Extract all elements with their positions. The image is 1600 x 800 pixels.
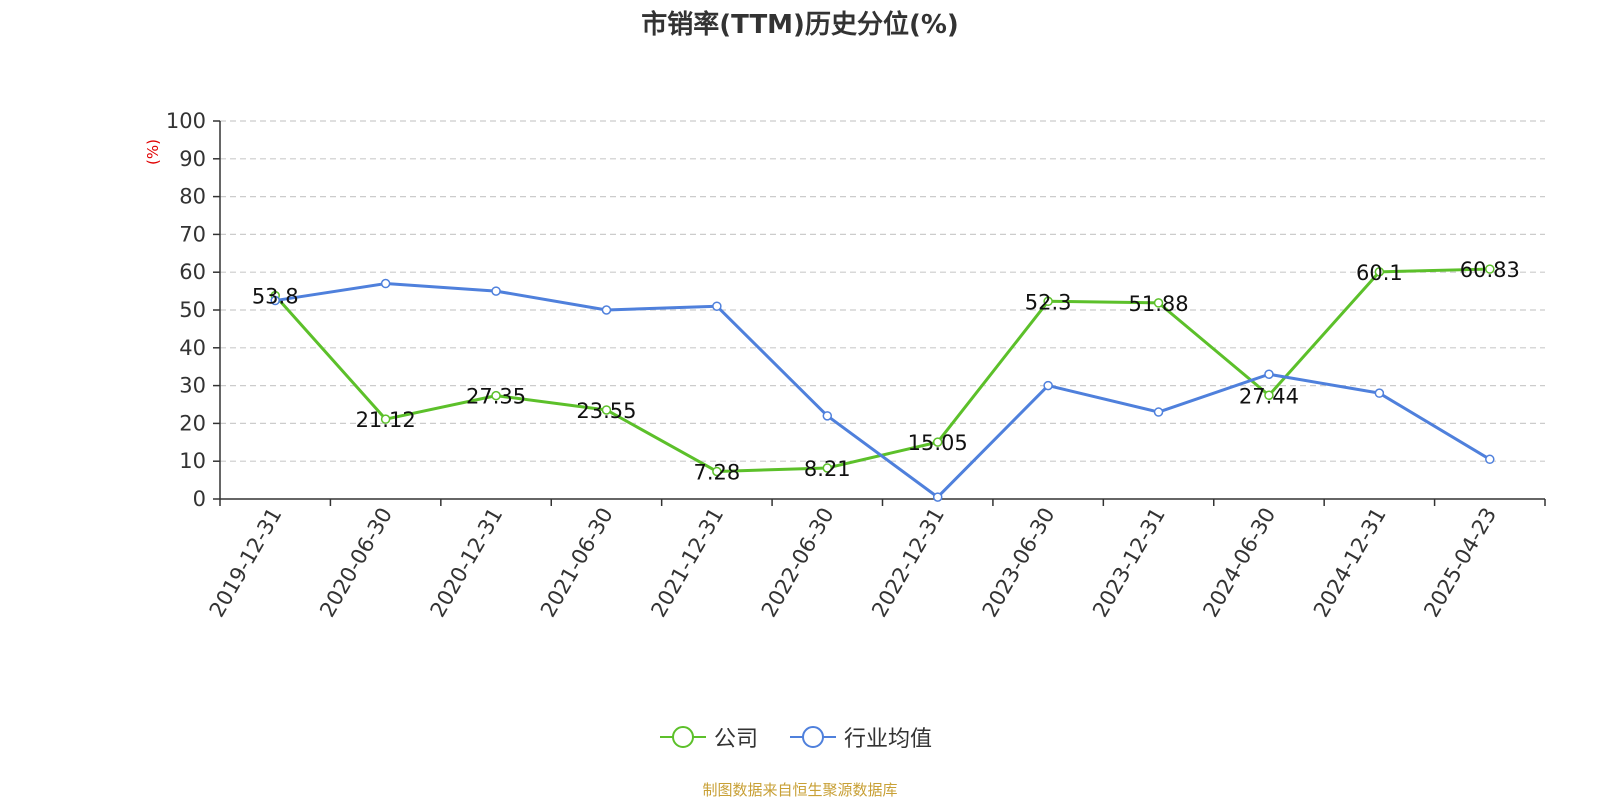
y-tick-label: 80 (179, 185, 206, 209)
y-tick-label: 20 (179, 411, 206, 435)
y-tick-label: 40 (179, 336, 206, 360)
y-tick-label: 70 (179, 222, 206, 246)
industry-average-point (380, 278, 391, 289)
legend-item-company[interactable]: 公司 (660, 722, 758, 752)
company-data-label: 52.3 (1025, 290, 1072, 314)
company-data-label: 27.35 (466, 385, 526, 409)
company-point (491, 390, 501, 401)
y-tick-label: 30 (179, 374, 206, 398)
industry-average-point (601, 305, 612, 315)
company-series-line (274, 267, 1490, 473)
company-data-label: 60.83 (1460, 258, 1520, 282)
y-tick-label: 100 (166, 109, 206, 133)
company-point (601, 405, 612, 415)
industry-average-point (712, 301, 722, 311)
company-data-label: 21.12 (356, 408, 416, 432)
company-point (380, 414, 391, 424)
company-point (932, 437, 943, 447)
industry-average-point (270, 295, 280, 306)
company-data-label: 51.88 (1128, 292, 1188, 316)
data-labels: 53.8 21.12 27.35 23.55 7.28 8.21 15.05 52.3 51.8… (252, 258, 1520, 484)
x-tick-label: 2023-06-30 (978, 504, 1060, 622)
x-tick-label: 2024-06-30 (1198, 504, 1280, 622)
company-data-label: 27.44 (1239, 384, 1299, 408)
legend-line-circle-icon (790, 726, 836, 748)
x-tick-label: 2024-12-31 (1309, 504, 1391, 622)
y-tick-label: 10 (179, 449, 206, 473)
y-tick-label: 0 (193, 487, 206, 511)
x-tick-label: 2022-06-30 (757, 504, 839, 622)
y-tick-label: 60 (179, 260, 206, 284)
data-source-note: 制图数据来自恒生聚源数据库 (702, 781, 898, 799)
industry-average-point (491, 286, 501, 296)
y-axis-label: (%) (144, 139, 162, 165)
x-tick-label: 2025-04-23 (1419, 504, 1501, 622)
company-point (1264, 390, 1274, 401)
legend-label-industry-average: 行业均值 (844, 727, 933, 752)
x-tick-label: 2020-06-30 (315, 504, 397, 622)
company-point (712, 466, 722, 477)
company-data-label: 8.21 (804, 457, 851, 481)
industry-average-point (1043, 380, 1053, 391)
company-point (822, 463, 833, 473)
x-tick-label: 2019-12-31 (205, 504, 287, 622)
y-tick-label: 90 (179, 147, 206, 171)
company-point (1485, 264, 1495, 274)
industry-average-point (1264, 369, 1274, 380)
x-tick-label: 2023-12-31 (1088, 504, 1170, 622)
x-tick-label: 2022-12-31 (867, 503, 949, 621)
company-point (1374, 267, 1385, 277)
industry-average-series-line (274, 282, 1491, 499)
x-tick-label: 2021-12-31 (646, 504, 728, 622)
industry-average-point (932, 492, 943, 502)
company-data-label: 23.55 (576, 399, 636, 423)
industry-average-point (1485, 454, 1495, 465)
company-data-label: 53.8 (252, 285, 299, 309)
company-point (1043, 296, 1053, 307)
x-tick-label: 2020-12-31 (426, 503, 508, 621)
industry-average-point (1374, 388, 1385, 398)
company-point (1153, 298, 1164, 308)
industry-average-point (1153, 407, 1164, 417)
industry-average-point (822, 411, 833, 421)
company-data-label: 7.28 (693, 460, 740, 484)
legend-item-industry-average[interactable]: 行业均值 (790, 722, 932, 752)
series-lines (270, 264, 1495, 502)
company-data-label: 15.05 (908, 431, 968, 455)
y-tick-label: 50 (179, 298, 206, 322)
axes: 0 10 20 30 40 50 60 70 80 90 100 2019-12-31 2020-06-… (166, 109, 1546, 622)
x-tick-label: 2021-06-30 (536, 504, 618, 622)
legend-line-circle-icon (660, 726, 706, 748)
legend-label-company: 公司 (714, 727, 759, 752)
grid-lines (220, 120, 1545, 462)
chart-title: 市销率(TTM)历史分位(%) (641, 10, 959, 40)
company-data-label: 60.1 (1356, 261, 1403, 285)
